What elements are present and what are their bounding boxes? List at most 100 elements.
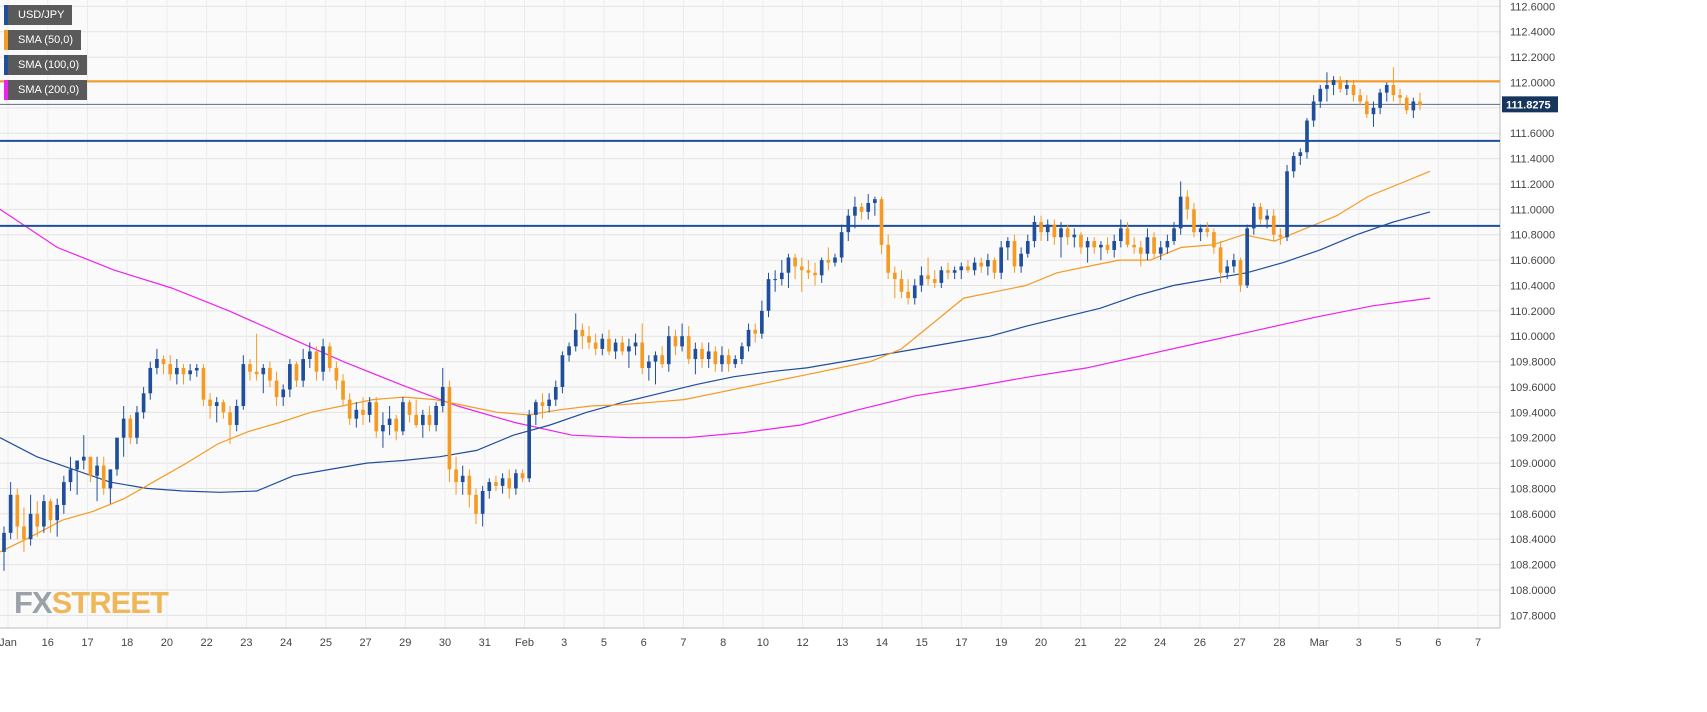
- candle-body: [1384, 85, 1389, 93]
- x-tick-label: 22: [201, 637, 213, 649]
- candle-body: [700, 348, 704, 360]
- candle-body: [959, 266, 964, 271]
- legend-swatch-sma200: [4, 80, 8, 100]
- candle-body: [853, 206, 857, 216]
- candle-body: [68, 469, 73, 483]
- candle-body: [387, 418, 392, 426]
- candle-body: [899, 279, 904, 292]
- x-tick-label: 6: [641, 637, 647, 649]
- legend: USD/JPY SMA (50,0) SMA (100,0) SMA (200,…: [4, 5, 88, 105]
- legend-item-usdjpy[interactable]: USD/JPY: [4, 5, 73, 25]
- candle-body: [633, 342, 638, 347]
- candle-body: [813, 272, 817, 276]
- y-tick-label: 108.6000: [1510, 509, 1556, 521]
- sma200-line: [0, 208, 1431, 439]
- candle-body: [553, 386, 558, 400]
- candle-body: [334, 367, 339, 381]
- candle-body: [919, 275, 924, 286]
- candle-body: [354, 409, 359, 419]
- candle-body: [534, 402, 538, 415]
- candle-body: [1391, 85, 1396, 96]
- y-tick-label: 109.6000: [1510, 382, 1556, 394]
- candle-body: [733, 359, 738, 365]
- candle-body: [1025, 241, 1030, 254]
- candle-body: [1192, 209, 1196, 233]
- candle-body: [1298, 152, 1303, 157]
- candle-body: [1185, 196, 1190, 210]
- x-tick-label: 3: [561, 637, 567, 649]
- candle-body: [560, 355, 565, 387]
- candle-body: [660, 355, 664, 365]
- candle-body: [248, 364, 252, 372]
- candle-body: [1218, 247, 1223, 273]
- x-tick-label: 25: [320, 637, 332, 649]
- candle-body: [799, 266, 804, 271]
- candle-body: [1225, 266, 1230, 273]
- candle-body: [148, 367, 153, 394]
- candle-body: [859, 206, 864, 212]
- candle-body: [188, 370, 192, 375]
- candle-body: [42, 501, 46, 527]
- candle-body: [866, 202, 871, 212]
- candle-body: [1371, 107, 1376, 115]
- legend-item-sma100[interactable]: SMA (100,0): [4, 55, 88, 75]
- candle-body: [454, 469, 458, 483]
- candle-body: [347, 399, 352, 419]
- candle-body: [520, 473, 525, 479]
- y-tick-label: 111.0000: [1510, 204, 1554, 216]
- x-tick-label: Feb: [515, 637, 534, 649]
- candle-body: [341, 380, 345, 400]
- candle-body: [879, 199, 884, 245]
- candle-body: [1032, 222, 1037, 242]
- candle-body: [254, 371, 259, 375]
- candle-body: [620, 342, 625, 352]
- candle-body: [307, 351, 312, 360]
- y-tick-label: 110.4000: [1510, 280, 1555, 292]
- legend-item-sma200[interactable]: SMA (200,0): [4, 80, 88, 100]
- x-tick-label: Jan: [0, 637, 17, 649]
- sma100-line: [0, 211, 1431, 493]
- x-tick-label: 20: [161, 637, 173, 649]
- candle-body: [666, 336, 671, 365]
- y-tick-label: 109.8000: [1510, 357, 1556, 369]
- candle-body: [1065, 228, 1070, 238]
- candle-body: [1338, 79, 1343, 89]
- candle-body: [1311, 101, 1316, 121]
- y-tick-label: 108.2000: [1510, 560, 1556, 572]
- candle-body: [228, 412, 232, 426]
- candle-body: [1418, 101, 1422, 106]
- candle-body: [55, 504, 60, 521]
- candle-body: [1351, 85, 1356, 96]
- candle-body: [1112, 241, 1117, 250]
- x-tick-label: 8: [720, 637, 726, 649]
- candle-body: [873, 199, 877, 203]
- candle-body: [48, 501, 53, 521]
- x-tick-label: 24: [1154, 637, 1166, 649]
- candle-body: [161, 359, 166, 365]
- candle-body: [939, 270, 944, 283]
- candle-body: [494, 482, 498, 486]
- candle-body: [201, 367, 206, 400]
- candle-body: [540, 402, 545, 406]
- candle-body: [972, 262, 977, 271]
- candle-body: [214, 402, 219, 406]
- y-tick-label: 112.2000: [1510, 52, 1555, 64]
- candle-body: [141, 393, 146, 413]
- candle-body: [241, 364, 246, 406]
- candle-body: [1105, 244, 1110, 250]
- legend-item-sma50[interactable]: SMA (50,0): [4, 30, 82, 50]
- candle-body: [946, 270, 950, 273]
- x-tick-label: 29: [399, 637, 411, 649]
- candle-body: [1251, 206, 1256, 229]
- candle-body: [826, 260, 831, 263]
- candle-body: [693, 348, 698, 360]
- x-tick-label: 17: [81, 637, 93, 649]
- candle-body: [806, 270, 811, 273]
- candle-body: [760, 310, 764, 334]
- candle-body: [381, 425, 385, 432]
- x-tick-label: 28: [1273, 637, 1285, 649]
- x-tick-label: 27: [1233, 637, 1245, 649]
- candle-body: [81, 456, 86, 461]
- candle-body: [367, 402, 372, 415]
